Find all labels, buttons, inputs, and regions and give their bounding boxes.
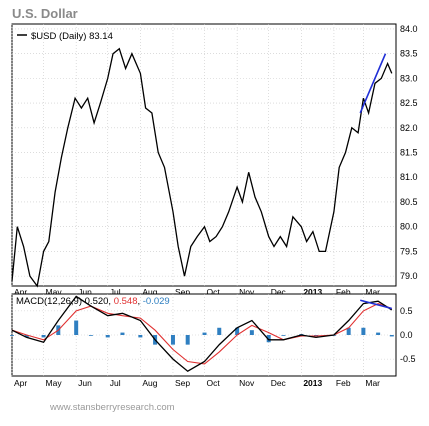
price-y-tick-label: 82.5 [400, 98, 418, 108]
price-x-axis: Apr May Jun Jul Aug Sep Oct Nov Dec 2013 Feb Mar [14, 287, 380, 297]
price-panel: 84.0 83.5 83.0 82.5 82.0 81.5 81.0 80.5 80.0 79.5… [11, 23, 418, 288]
macd-histogram-bar [361, 327, 366, 335]
macd-histogram-bar [41, 335, 46, 338]
macd-y-tick-label: 0.0 [400, 330, 413, 340]
price-legend: $USD (Daily) 83.14 [17, 31, 113, 42]
price-y-tick-label: 79.0 [400, 271, 418, 281]
macd-x-tick-label: Oct [207, 378, 221, 388]
macd-histogram-bar [235, 327, 240, 335]
price-x-tick-label: Mar [365, 287, 380, 297]
macd-y-tick-label: -0.5 [400, 354, 416, 364]
source-credit: www.stansberryresearch.com [49, 402, 175, 413]
price-x-tick-label: Nov [239, 287, 255, 297]
macd-x-tick-label: Jun [78, 378, 92, 388]
price-y-tick-label: 80.5 [400, 197, 418, 207]
price-x-tick-label: Sep [175, 287, 190, 297]
macd-histogram-bar [138, 335, 143, 338]
price-y-tick-label: 83.5 [400, 49, 418, 59]
price-y-tick-label: 81.5 [400, 148, 418, 158]
price-grid [11, 24, 396, 286]
price-y-tick-label: 83.0 [400, 73, 418, 83]
macd-x-tick-label: 2013 [303, 378, 322, 388]
macd-x-tick-label: Apr [14, 378, 27, 388]
price-legend-label: $USD (Daily) 83.14 [31, 31, 113, 42]
macd-legend: MACD(12,26,9) 0.520, 0.548, -0.029 [16, 296, 170, 307]
macd-histogram-bar [249, 330, 254, 335]
price-x-tick-label: Apr [14, 287, 27, 297]
macd-panel: 0.5 0.0 -0.5 MACD(12,26,9) 0.520, 0.548, -… [10, 293, 416, 377]
macd-x-tick-label: Feb [336, 378, 351, 388]
macd-histogram-bar [281, 335, 286, 336]
macd-histogram-bar [346, 327, 351, 335]
macd-histogram-bar [376, 332, 381, 335]
macd-histogram-bar [217, 327, 222, 335]
price-x-tick-label: Jul [110, 287, 121, 297]
macd-histogram-bar [88, 335, 93, 336]
price-trendline [359, 53, 387, 114]
price-x-tick-label: Aug [142, 287, 157, 297]
macd-x-axis: Apr May Jun Jul Aug Sep Oct Nov Dec 2013 Feb Mar [14, 378, 380, 388]
macd-y-axis: 0.5 0.0 -0.5 [400, 306, 416, 364]
macd-histogram-bar [185, 335, 190, 345]
macd-histogram-bar [24, 335, 29, 338]
price-y-tick-label: 81.0 [400, 172, 418, 182]
macd-histogram-bar [202, 332, 207, 335]
macd-y-tick-label: 0.5 [400, 306, 413, 316]
macd-x-tick-label: Dec [271, 378, 287, 388]
macd-x-tick-label: Aug [142, 378, 157, 388]
macd-x-tick-label: Mar [365, 378, 380, 388]
price-y-axis: 84.0 83.5 83.0 82.5 82.0 81.5 81.0 80.5 80.0 79.5… [400, 24, 418, 281]
macd-x-tick-label: May [46, 378, 63, 388]
price-x-tick-label: Dec [271, 287, 287, 297]
price-x-tick-label: Oct [207, 287, 221, 297]
macd-histogram-bar [389, 335, 394, 337]
macd-histogram-bar [266, 335, 271, 343]
macd-x-tick-label: Sep [175, 378, 190, 388]
price-plot-frame [11, 23, 397, 287]
macd-histogram-bar [105, 335, 110, 338]
macd-trendline [360, 299, 392, 310]
macd-histogram-bar [120, 332, 125, 335]
macd-histogram-bar [10, 335, 14, 336]
macd-x-tick-label: Jul [110, 378, 121, 388]
price-x-tick-label: Jun [78, 287, 92, 297]
price-y-tick-label: 79.5 [400, 246, 418, 256]
macd-x-tick-label: Nov [239, 378, 255, 388]
price-y-tick-label: 82.0 [400, 123, 418, 133]
macd-histogram-bar [74, 320, 79, 335]
price-y-tick-label: 84.0 [400, 24, 418, 34]
macd-histogram-bar [170, 335, 175, 345]
price-y-tick-label: 80.0 [400, 222, 418, 232]
price-x-tick-label: Feb [336, 287, 351, 297]
chart-title: U.S. Dollar [12, 6, 78, 21]
macd-line [11, 295, 393, 372]
price-x-tick-label: 2013 [303, 287, 322, 297]
price-x-tick-label: May [46, 287, 63, 297]
usd-price-line [11, 47, 393, 288]
